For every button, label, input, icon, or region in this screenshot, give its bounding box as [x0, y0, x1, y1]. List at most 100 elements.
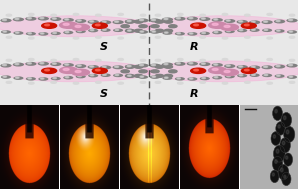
Circle shape: [125, 74, 134, 77]
Circle shape: [267, 37, 272, 39]
Circle shape: [212, 76, 222, 79]
Circle shape: [6, 81, 12, 83]
Circle shape: [274, 19, 285, 23]
Circle shape: [88, 74, 98, 77]
Circle shape: [27, 18, 31, 19]
Circle shape: [262, 74, 272, 77]
Circle shape: [189, 17, 193, 19]
Circle shape: [96, 36, 101, 38]
Circle shape: [178, 59, 183, 60]
Circle shape: [214, 19, 218, 20]
Circle shape: [164, 29, 173, 32]
Circle shape: [115, 21, 119, 22]
Circle shape: [191, 23, 206, 28]
Circle shape: [289, 31, 293, 32]
Circle shape: [222, 13, 228, 15]
Circle shape: [75, 70, 81, 73]
Circle shape: [115, 66, 119, 67]
Circle shape: [164, 65, 173, 68]
Circle shape: [284, 175, 286, 179]
Circle shape: [88, 29, 98, 32]
Circle shape: [125, 19, 136, 23]
Circle shape: [138, 75, 148, 79]
Text: S: S: [100, 89, 108, 99]
Circle shape: [262, 29, 272, 32]
Circle shape: [224, 64, 235, 68]
Circle shape: [112, 20, 124, 24]
Circle shape: [274, 145, 285, 162]
Circle shape: [252, 29, 255, 30]
FancyBboxPatch shape: [240, 105, 298, 189]
Circle shape: [112, 65, 124, 69]
Ellipse shape: [146, 16, 298, 37]
Circle shape: [103, 29, 106, 30]
Circle shape: [276, 65, 280, 67]
Circle shape: [241, 68, 256, 74]
Circle shape: [41, 78, 44, 79]
Text: R: R: [190, 89, 198, 99]
Circle shape: [221, 24, 238, 30]
Circle shape: [52, 63, 56, 64]
Circle shape: [118, 13, 123, 15]
Circle shape: [274, 74, 285, 78]
Circle shape: [201, 18, 205, 19]
Circle shape: [88, 20, 99, 24]
Circle shape: [267, 82, 272, 84]
Circle shape: [252, 74, 255, 75]
Circle shape: [90, 66, 94, 67]
Circle shape: [72, 69, 89, 76]
Circle shape: [25, 62, 37, 66]
Circle shape: [149, 64, 161, 67]
Circle shape: [65, 32, 69, 33]
Circle shape: [100, 20, 111, 24]
Circle shape: [53, 32, 56, 34]
Circle shape: [73, 37, 79, 39]
Circle shape: [137, 19, 149, 22]
Circle shape: [162, 63, 173, 67]
Circle shape: [53, 77, 56, 79]
Circle shape: [77, 65, 81, 66]
Circle shape: [78, 30, 81, 32]
Circle shape: [77, 20, 81, 21]
Circle shape: [261, 20, 273, 24]
Circle shape: [245, 14, 250, 16]
Circle shape: [65, 77, 69, 78]
Circle shape: [128, 75, 131, 76]
Circle shape: [1, 75, 11, 79]
Circle shape: [214, 64, 218, 65]
Circle shape: [222, 82, 228, 84]
Circle shape: [221, 69, 238, 76]
Circle shape: [200, 77, 210, 80]
Circle shape: [140, 76, 144, 77]
Circle shape: [264, 66, 268, 67]
Circle shape: [275, 160, 277, 163]
Circle shape: [155, 81, 161, 83]
Circle shape: [63, 23, 69, 25]
Circle shape: [6, 14, 12, 16]
Circle shape: [164, 18, 168, 20]
Circle shape: [40, 63, 44, 64]
Circle shape: [276, 122, 285, 135]
Circle shape: [225, 30, 235, 33]
Circle shape: [140, 59, 146, 61]
Circle shape: [75, 25, 81, 27]
Circle shape: [15, 77, 19, 78]
Circle shape: [13, 63, 24, 67]
Circle shape: [273, 135, 276, 138]
Circle shape: [15, 32, 19, 33]
Circle shape: [225, 75, 235, 78]
Circle shape: [101, 28, 111, 32]
Circle shape: [137, 64, 149, 67]
Circle shape: [76, 30, 86, 33]
Circle shape: [90, 29, 94, 31]
Circle shape: [176, 63, 180, 64]
Circle shape: [140, 14, 146, 16]
Circle shape: [140, 36, 146, 38]
Circle shape: [63, 76, 73, 79]
Circle shape: [200, 32, 210, 35]
Circle shape: [140, 31, 144, 32]
Circle shape: [285, 156, 288, 159]
Circle shape: [139, 64, 144, 66]
Circle shape: [78, 76, 81, 77]
Circle shape: [52, 18, 56, 19]
